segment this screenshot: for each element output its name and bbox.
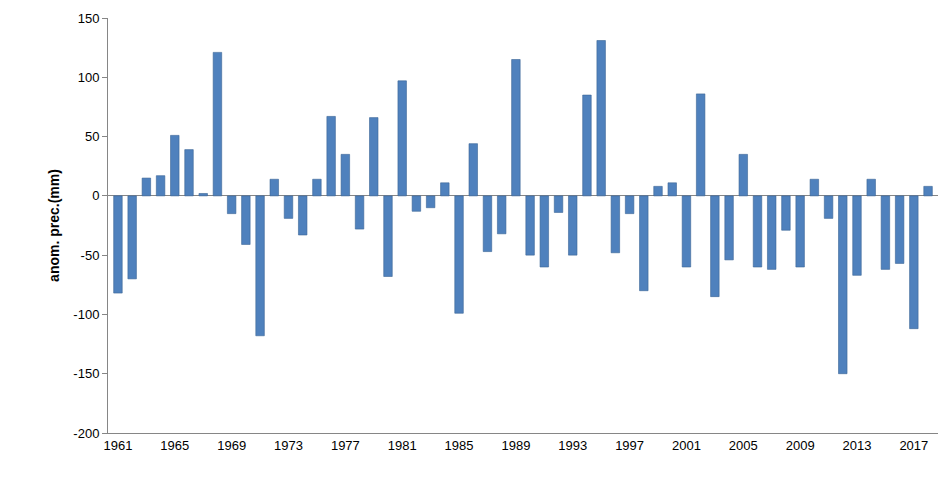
svg-text:1961: 1961: [103, 438, 132, 453]
svg-text:-200: -200: [73, 426, 99, 441]
svg-text:-150: -150: [73, 366, 99, 381]
svg-text:-100: -100: [73, 307, 99, 322]
svg-text:0: 0: [92, 188, 99, 203]
svg-text:50: 50: [85, 129, 99, 144]
svg-text:1969: 1969: [217, 438, 246, 453]
svg-text:1977: 1977: [331, 438, 360, 453]
svg-text:2001: 2001: [672, 438, 701, 453]
svg-text:1981: 1981: [388, 438, 417, 453]
svg-text:1965: 1965: [160, 438, 189, 453]
svg-text:100: 100: [78, 70, 100, 85]
svg-text:anom. prec.(mm): anom. prec.(mm): [46, 169, 62, 282]
svg-text:-50: -50: [81, 248, 100, 263]
svg-text:2005: 2005: [729, 438, 758, 453]
svg-text:1973: 1973: [274, 438, 303, 453]
svg-text:150: 150: [78, 11, 100, 26]
svg-text:1989: 1989: [501, 438, 530, 453]
svg-text:1985: 1985: [445, 438, 474, 453]
svg-text:2017: 2017: [899, 438, 928, 453]
svg-text:1993: 1993: [558, 438, 587, 453]
svg-text:2009: 2009: [786, 438, 815, 453]
svg-text:2013: 2013: [843, 438, 872, 453]
svg-text:1997: 1997: [615, 438, 644, 453]
